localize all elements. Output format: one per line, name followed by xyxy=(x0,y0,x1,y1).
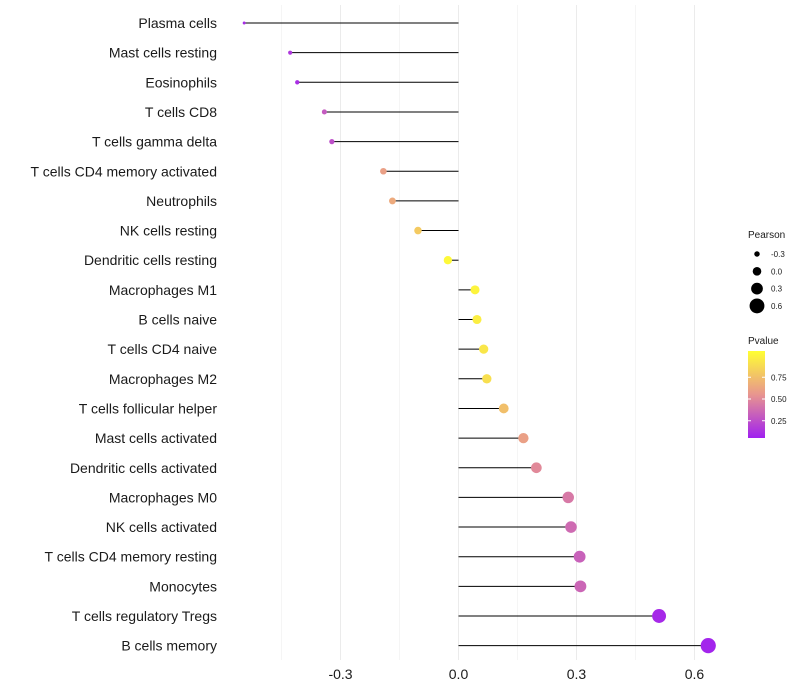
legend-pearson-title: Pearson xyxy=(748,230,785,241)
legend-size-label: -0.3 xyxy=(771,250,785,259)
legend-pvalue: Pvalue 0.75 0.50 0.25 xyxy=(748,336,787,438)
category-label: B cells memory xyxy=(121,638,217,654)
lollipop-point xyxy=(414,226,422,235)
lollipop-point xyxy=(573,550,586,563)
lollipop-point xyxy=(565,521,577,533)
lollipop-point xyxy=(562,491,574,504)
category-label: T cells CD4 memory resting xyxy=(45,549,217,565)
legend-color-label: 0.50 xyxy=(771,395,787,404)
lollipop-point xyxy=(242,21,246,25)
legend-color-label: 0.75 xyxy=(771,373,787,382)
category-label: Dendritic cells activated xyxy=(70,460,217,476)
x-axis: -0.3 0.0 0.3 0.6 xyxy=(328,666,704,682)
x-tick-label: -0.3 xyxy=(328,666,352,682)
lollipop-point xyxy=(518,432,529,444)
lollipop-point xyxy=(472,314,482,325)
lollipop-point xyxy=(498,403,509,414)
category-label: T cells CD8 xyxy=(145,104,217,120)
lollipop-point xyxy=(574,580,587,593)
lollipop-point xyxy=(329,138,335,145)
legend-size-key xyxy=(751,282,763,295)
category-label: T cells gamma delta xyxy=(92,134,217,150)
lollipop-point xyxy=(388,197,396,205)
category-label: Eosinophils xyxy=(145,74,217,90)
lollipop-point xyxy=(652,609,667,623)
lollipop-point xyxy=(479,344,489,354)
category-label: T cells follicular helper xyxy=(79,400,218,416)
stem-layer xyxy=(244,22,709,647)
lollipop-point xyxy=(295,80,300,85)
lollipop-point xyxy=(443,256,453,265)
category-label: Macrophages M2 xyxy=(109,371,217,387)
category-label: Mast cells resting xyxy=(109,45,217,61)
category-label: NK cells resting xyxy=(120,223,217,239)
x-tick-label: 0.0 xyxy=(449,666,469,682)
lollipop-point xyxy=(321,109,327,115)
category-label: Plasma cells xyxy=(138,15,217,31)
legend-size-key xyxy=(749,298,765,314)
x-tick-label: 0.6 xyxy=(685,666,705,682)
legend-size-label: 0.3 xyxy=(771,285,783,294)
lollipop-point xyxy=(531,462,542,474)
lollipop-point xyxy=(288,50,293,55)
category-label: Neutrophils xyxy=(146,193,217,209)
category-label: NK cells activated xyxy=(106,519,217,535)
lollipop-point xyxy=(700,638,716,654)
grid-layer xyxy=(281,5,695,660)
legend-size-key xyxy=(752,267,762,276)
lollipop-point xyxy=(380,167,387,175)
x-tick-label: 0.3 xyxy=(567,666,587,682)
category-label: Mast cells activated xyxy=(95,430,217,446)
category-label: T cells CD4 naive xyxy=(108,341,218,357)
legend-pvalue-title: Pvalue xyxy=(748,336,779,347)
lollipop-point xyxy=(482,374,492,384)
category-label: Macrophages M1 xyxy=(109,282,217,298)
point-layer xyxy=(242,21,716,654)
pvalue-colorbar xyxy=(748,351,765,438)
category-label: Monocytes xyxy=(149,578,217,594)
category-label: T cells CD4 memory activated xyxy=(31,163,217,179)
category-axis: Plasma cells Mast cells resting Eosinophil… xyxy=(31,15,218,654)
lollipop-point xyxy=(470,285,480,295)
category-label: Dendritic cells resting xyxy=(84,252,217,268)
legend-size-key xyxy=(754,251,760,257)
category-label: Macrophages M0 xyxy=(109,489,217,505)
legend-size-label: 0.6 xyxy=(771,302,783,311)
legend-color-label: 0.25 xyxy=(771,417,787,426)
legend-pearson: Pearson -0.3 0.0 0.3 0.6 xyxy=(748,230,785,314)
legend-size-label: 0.0 xyxy=(771,267,783,276)
category-label: T cells regulatory Tregs xyxy=(72,608,217,624)
category-label: B cells naive xyxy=(138,312,217,328)
